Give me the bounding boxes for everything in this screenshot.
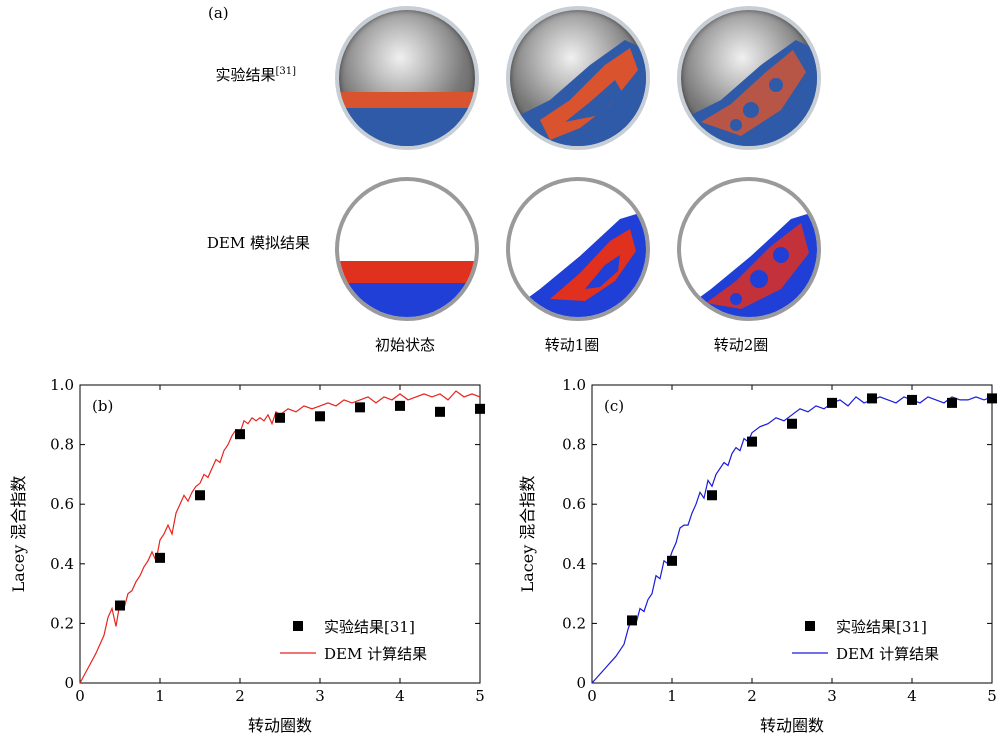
legend-label-experiment: 实验结果[31]: [836, 618, 927, 636]
simulation-drum-initial-bed: [339, 261, 475, 317]
column-label-initial: 初始状态: [374, 336, 435, 354]
series-line-dem: [79, 390, 481, 684]
data-point-experiment: [435, 406, 445, 417]
x-tick-label: 1: [155, 687, 165, 705]
data-point-experiment: [987, 393, 997, 404]
data-point-experiment: [707, 490, 717, 501]
data-point-experiment: [787, 418, 797, 429]
experiment-drum-one-turn-bed: [510, 40, 646, 146]
y-axis-label: Lacey 混合指数: [9, 476, 28, 593]
series-line-dem: [591, 396, 993, 684]
column-label-two-turns: 转动2圈: [713, 336, 769, 354]
x-tick-label: 3: [827, 687, 837, 705]
panel-label: (c): [604, 397, 624, 415]
x-tick-label: 4: [907, 687, 917, 705]
data-point-experiment: [355, 402, 365, 413]
row-label-experiment-ref: [31]: [275, 66, 296, 77]
experiment-drum-one-turn: [506, 6, 650, 150]
legend-label-dem: DEM 计算结果: [324, 645, 427, 663]
data-point-experiment: [195, 490, 205, 501]
y-tick-label: 0.8: [50, 436, 74, 454]
y-tick-label: 0: [64, 674, 74, 692]
x-tick-label: 4: [395, 687, 405, 705]
y-axis-label: Lacey 混合指数: [518, 476, 537, 593]
data-point-experiment: [947, 397, 957, 408]
chart-panel-c: 0 1 2 3 4 5 0 0.2 0.4 0.6 0.8 1.0 (c) 转动圈数 Lacey 混合指数实…: [518, 376, 997, 735]
data-point-experiment: [867, 393, 877, 404]
x-tick-label: 1: [667, 687, 677, 705]
x-tick-label: 2: [235, 687, 245, 705]
experiment-drum-initial-bed: [339, 92, 475, 146]
data-point-experiment: [827, 397, 837, 408]
x-tick-label: 3: [315, 687, 325, 705]
data-point-experiment: [475, 403, 485, 414]
y-tick-label: 0.4: [562, 555, 586, 573]
data-point-experiment: [275, 412, 285, 423]
plot-frame: [79, 384, 481, 684]
row-label-experiment-text: 实验结果: [215, 66, 276, 84]
y-tick-label: 0.6: [50, 495, 74, 513]
panel-a-label: (a): [208, 4, 229, 22]
row-label-simulation: DEM 模拟结果: [206, 234, 310, 252]
y-tick-label: 1.0: [50, 376, 74, 394]
legend-label-dem: DEM 计算结果: [836, 645, 939, 663]
legend-label-experiment: 实验结果[31]: [324, 618, 415, 636]
y-tick-label: 0: [576, 674, 586, 692]
simulation-drum-two-turns-bed: [681, 211, 817, 317]
data-point-experiment: [115, 600, 125, 611]
data-point-experiment: [667, 555, 677, 566]
y-tick-label: 0.6: [562, 495, 586, 513]
y-tick-label: 0.4: [50, 555, 74, 573]
row-label-experiment: 实验结果[31]: [146, 64, 296, 85]
chart-panel-b: 0 1 2 3 4 5 0 0.2 0.4 0.6 0.8 1.0 (b) 转动圈数 Lacey 混合指数实…: [9, 376, 485, 735]
data-point-experiment: [747, 436, 757, 447]
legend-marker-experiment: [805, 621, 815, 631]
experiment-drum-initial: [335, 6, 479, 150]
data-point-experiment: [627, 615, 637, 626]
simulation-drum-one-turn-bed: [510, 211, 646, 317]
experiment-drum-two-turns: [677, 6, 821, 150]
data-point-experiment: [235, 429, 245, 440]
simulation-drum-one-turn: [506, 177, 650, 321]
data-point-experiment: [315, 411, 325, 422]
x-tick-label: 5: [475, 687, 485, 705]
y-tick-label: 0.2: [50, 614, 74, 632]
simulation-drum-two-turns: [677, 177, 821, 321]
legend-marker-experiment: [293, 621, 303, 631]
y-tick-label: 0.2: [562, 614, 586, 632]
photo-red-layer: [339, 92, 475, 108]
x-tick-label: 0: [75, 687, 85, 705]
panel-label: (b): [92, 397, 113, 415]
x-tick-label: 0: [587, 687, 597, 705]
simulation-drum-initial: [335, 177, 479, 321]
experiment-drum-two-turns-bed: [681, 40, 817, 146]
data-point-experiment: [155, 552, 165, 563]
y-tick-label: 1.0: [562, 376, 586, 394]
data-point-experiment: [907, 394, 917, 405]
data-point-experiment: [395, 400, 405, 411]
y-tick-label: 0.8: [562, 436, 586, 454]
column-label-one-turn: 转动1圈: [544, 336, 600, 354]
x-tick-label: 2: [747, 687, 757, 705]
photo-blue-layer: [339, 108, 475, 146]
x-tick-label: 5: [987, 687, 997, 705]
x-axis-label: 转动圈数: [760, 716, 824, 735]
plot-frame: [591, 384, 993, 684]
x-axis-label: 转动圈数: [248, 716, 312, 735]
